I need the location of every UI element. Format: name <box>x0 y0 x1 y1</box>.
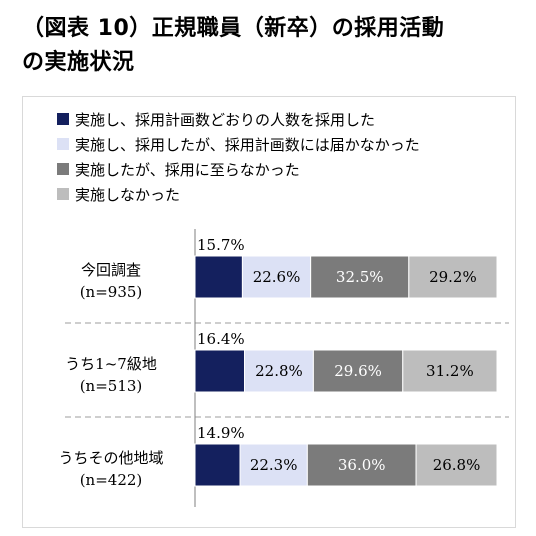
data-label-2-3: 29.6% <box>334 362 382 380</box>
legend-swatch-2 <box>57 138 69 150</box>
legend-item-1: 実施し、採用計画数どおりの人数を採用した <box>57 107 375 131</box>
category-n-2: (n=513) <box>80 377 143 395</box>
data-label-1-2: 22.6% <box>253 268 301 286</box>
data-label-3-2: 22.3% <box>250 456 298 474</box>
legend-swatch-3 <box>57 163 69 175</box>
data-label-1-1: 15.7% <box>197 236 245 254</box>
bar-segment-1-1 <box>194 255 243 299</box>
title-line-1: （図表 10）正規職員（新卒）の採用活動 <box>22 16 445 41</box>
legend-label-3: 実施したが、採用に至らなかった <box>75 160 300 179</box>
bars-group: 今回調査 (n=935) 15.7% 22.6% 32.5% 29.2% うち1~7級地 (n… <box>58 236 498 489</box>
data-label-1-3: 32.5% <box>336 268 384 286</box>
category-n-1: (n=935) <box>80 283 143 301</box>
bar-segment-2-2 <box>244 349 314 393</box>
bar-segment-3-4 <box>415 443 498 487</box>
bar-segment-2-4 <box>402 349 498 393</box>
legend-item-3: 実施したが、採用に至らなかった <box>57 157 300 181</box>
data-label-2-4: 31.2% <box>426 362 474 380</box>
data-label-2-2: 22.8% <box>255 362 303 380</box>
category-label-2: うち1~7級地 <box>65 355 157 373</box>
category-label-3: うちその他地域 <box>58 449 163 467</box>
legend-label-1: 実施し、採用計画数どおりの人数を採用した <box>75 110 376 129</box>
bar-segment-1-2 <box>241 255 312 299</box>
data-label-3-4: 26.8% <box>433 456 481 474</box>
data-label-2-1: 16.4% <box>197 330 245 348</box>
bar-segment-2-3 <box>312 349 404 393</box>
category-label-1: 今回調査 <box>81 261 141 279</box>
title-line-2: の実施状況 <box>22 50 135 75</box>
data-label-3-1: 14.9% <box>197 424 245 442</box>
data-label-1-4: 29.2% <box>429 268 477 286</box>
legend-swatch-1 <box>57 113 69 125</box>
legend-item-4: 実施しなかった <box>57 182 180 206</box>
bar-segment-1-3 <box>310 255 410 299</box>
legend-label-2: 実施し、採用したが、採用計画数には届かなかった <box>75 135 420 154</box>
bar-segment-3-3 <box>306 443 417 487</box>
data-label-3-3: 36.0% <box>338 456 386 474</box>
legend-item-2: 実施し、採用したが、採用計画数には届かなかった <box>57 132 420 156</box>
stacked-bar-chart: 今回調査 (n=935) 15.7% 22.6% 32.5% 29.2% うち1~7級地 (n… <box>58 229 509 507</box>
legend-label-4: 実施しなかった <box>75 185 181 204</box>
bar-segment-3-1 <box>194 443 241 487</box>
chart-frame: 実施し、採用計画数どおりの人数を採用した 実施し、採用したが、採用計画数には届か… <box>22 96 516 528</box>
category-n-3: (n=422) <box>80 471 143 489</box>
bar-segment-2-1 <box>194 349 246 393</box>
chart-title: （図表 10）正規職員（新卒）の採用活動 の実施状況 <box>22 12 522 80</box>
bar-segment-1-4 <box>408 255 498 299</box>
legend-swatch-4 <box>57 188 69 200</box>
